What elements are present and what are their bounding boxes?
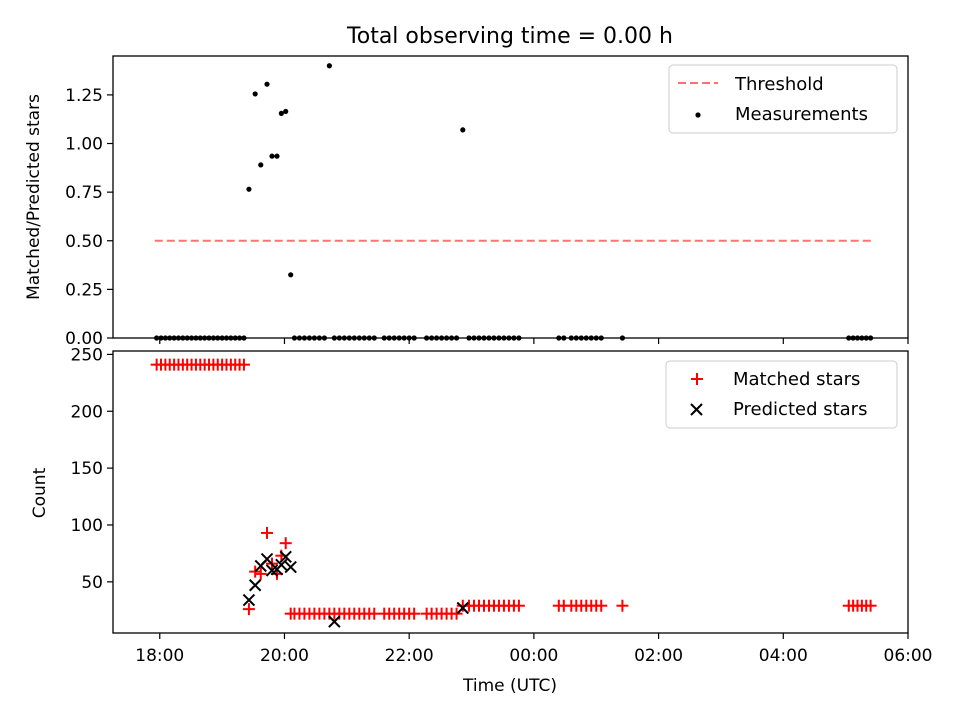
measurement-point — [326, 63, 332, 69]
ratio-panel: 0.00 0.25 0.50 0.75 1.00 1.25 Matched/Predict… — [24, 55, 909, 349]
predicted-star-point — [284, 560, 297, 574]
measurement-point — [274, 153, 280, 159]
predicted-legend-swatch — [690, 403, 703, 416]
matched-star-point — [279, 537, 292, 550]
measurement-point — [264, 81, 270, 87]
predicted-star-point — [260, 552, 274, 566]
measurement-point — [246, 186, 252, 192]
matched-star-point — [254, 567, 267, 580]
ratio-axis-layer: 0.00 0.25 0.50 0.75 1.00 1.25 — [65, 86, 909, 349]
measurements-legend-swatch — [695, 112, 701, 118]
predicted-star-point — [242, 593, 256, 607]
count-x-axis-label: Time (UTC) — [462, 676, 557, 696]
count-y-tick-label: 250 — [71, 345, 103, 365]
ratio-legend: Threshold Measurements — [668, 64, 898, 134]
count-legend-box — [665, 360, 898, 429]
measurement-point — [278, 110, 284, 116]
matched-legend-label: Matched stars — [733, 369, 860, 390]
count-plot-frame — [112, 350, 909, 634]
measurement-point — [258, 162, 264, 168]
ratio-y-tick-label: 0.00 — [65, 329, 103, 349]
count-x-tick-label: 22:00 — [385, 646, 434, 666]
count-x-tick-label: 00:00 — [509, 646, 558, 666]
count-y-tick-label: 50 — [81, 573, 103, 593]
figure-title: Total observing time = 0.00 h — [346, 24, 673, 49]
matched-star-point — [249, 565, 262, 578]
ratio-legend-box — [668, 64, 898, 134]
ratio-y-tick-label: 0.75 — [65, 183, 103, 203]
count-y-tick-label: 200 — [71, 402, 103, 422]
count-x-tick-label: 04:00 — [759, 646, 808, 666]
predicted-legend-label: Predicted stars — [733, 399, 867, 420]
count-x-tick-label: 18:00 — [135, 646, 184, 666]
count-x-tick-label: 06:00 — [884, 646, 933, 666]
ratio-y-tick-label: 1.25 — [65, 86, 103, 106]
matched-star-point — [864, 599, 877, 612]
count-y-tick-label: 100 — [71, 516, 103, 536]
measurement-point — [460, 127, 466, 133]
predicted-star-point — [248, 579, 262, 592]
measurement-point — [283, 108, 289, 115]
count-x-tick-label: 20:00 — [260, 646, 309, 666]
ratio-y-tick-label: 1.00 — [65, 135, 103, 155]
count-axis-layer: 18:00 20:00 22:00 00:00 02:00 04:00 06:00 50 100… — [71, 345, 933, 666]
matched-star-point — [512, 599, 525, 612]
count-y-axis-label: Count — [30, 467, 50, 518]
predicted-star-point — [275, 558, 288, 571]
predicted-star-point — [279, 550, 292, 564]
measurement-point — [269, 153, 275, 159]
count-y-tick-label: 150 — [71, 459, 103, 479]
matched-star-point — [237, 358, 250, 371]
matched-star-point — [595, 599, 608, 612]
count-panel: 18:00 20:00 22:00 00:00 02:00 04:00 06:00 50 100… — [30, 345, 933, 696]
measurement-point — [288, 272, 294, 278]
measurement-point — [252, 91, 258, 97]
matched-star-point — [242, 603, 255, 616]
ratio-y-axis-label: Matched/Predicted stars — [24, 94, 44, 300]
matched-star-point — [616, 599, 629, 612]
predicted-star-point — [456, 601, 470, 615]
matched-star-point — [450, 607, 463, 620]
predicted-star-point — [328, 615, 341, 628]
matched-legend-swatch — [691, 373, 703, 385]
threshold-legend-label: Threshold — [734, 74, 824, 95]
count-data-layer — [150, 358, 877, 628]
matched-star-point — [408, 607, 421, 620]
count-x-tick-label: 02:00 — [634, 646, 683, 666]
matched-star-point — [261, 526, 274, 539]
ratio-y-tick-label: 0.50 — [65, 232, 103, 252]
ratio-y-tick-label: 0.25 — [65, 280, 103, 300]
count-legend: Matched stars Predicted stars — [665, 360, 898, 429]
ratio-plot-frame — [112, 55, 909, 339]
measurements-legend-label: Measurements — [735, 104, 868, 125]
